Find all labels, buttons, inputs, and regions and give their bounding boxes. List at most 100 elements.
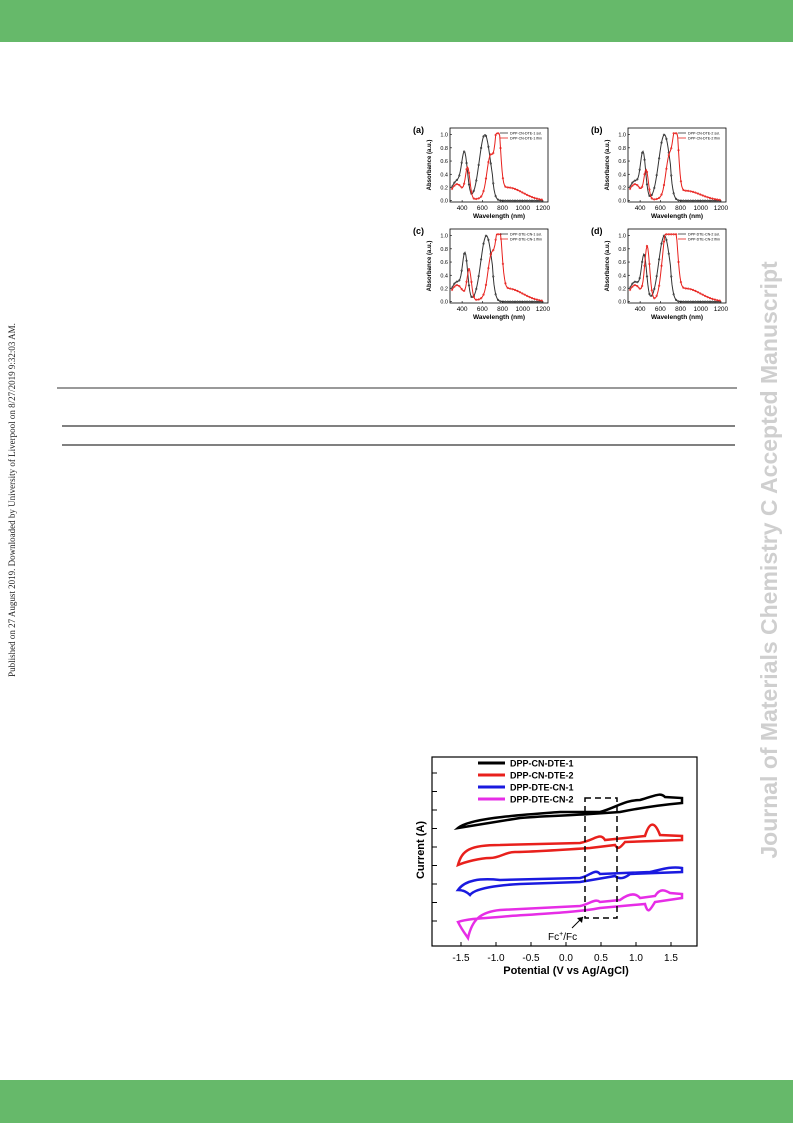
curve-marker bbox=[674, 233, 678, 236]
spectrum-curve bbox=[451, 132, 543, 201]
curve-marker bbox=[526, 193, 529, 197]
curve-marker bbox=[470, 295, 473, 298]
curve-marker bbox=[628, 185, 632, 188]
curve-marker bbox=[518, 190, 522, 193]
curve-marker bbox=[458, 279, 461, 282]
curve-marker bbox=[689, 288, 692, 291]
curve-marker bbox=[708, 196, 712, 200]
y-tick-label: 0.2 bbox=[440, 185, 448, 191]
curve-marker bbox=[665, 233, 668, 236]
curve-marker bbox=[501, 262, 505, 265]
curve-marker bbox=[492, 249, 495, 252]
curve-marker bbox=[501, 300, 505, 303]
curve-marker bbox=[694, 191, 697, 194]
plot-frame bbox=[627, 127, 727, 203]
curve-marker bbox=[691, 199, 695, 202]
curve-marker bbox=[482, 189, 485, 193]
cv-curve bbox=[455, 866, 684, 897]
curve-marker bbox=[496, 298, 500, 302]
curve-marker bbox=[450, 187, 454, 191]
plot-frame bbox=[627, 228, 727, 304]
curve-marker bbox=[538, 199, 541, 202]
curve-marker bbox=[484, 283, 488, 286]
curve-marker bbox=[455, 280, 459, 283]
curve-marker bbox=[523, 300, 526, 303]
curve-marker bbox=[674, 132, 678, 135]
curve-marker bbox=[701, 293, 704, 296]
curve-marker bbox=[628, 288, 632, 292]
curve-marker bbox=[677, 260, 680, 264]
curve-marker bbox=[504, 282, 507, 285]
curve-marker bbox=[687, 300, 690, 303]
curve-marker bbox=[450, 185, 454, 188]
curve-marker bbox=[462, 289, 466, 293]
curve-marker bbox=[516, 289, 519, 293]
curve-marker bbox=[631, 285, 634, 288]
x-tick-label: 800 bbox=[497, 205, 508, 212]
curve-marker bbox=[672, 233, 675, 236]
curve-marker bbox=[475, 287, 478, 291]
curve-marker bbox=[526, 294, 529, 298]
curve-marker bbox=[699, 199, 702, 202]
x-tick-label: 600 bbox=[655, 306, 666, 313]
x-axis-label: Wavelength (nm) bbox=[651, 314, 703, 321]
curve-marker bbox=[704, 300, 707, 303]
x-tick-label: 1000 bbox=[694, 306, 709, 313]
curve-marker bbox=[460, 161, 463, 164]
curve-marker bbox=[687, 287, 690, 290]
curve-marker bbox=[701, 199, 704, 202]
curve-marker bbox=[638, 277, 641, 280]
y-tick-label: 0.0 bbox=[618, 199, 626, 205]
curve-marker bbox=[655, 174, 658, 177]
curve-marker bbox=[528, 194, 531, 198]
x-tick-label: 600 bbox=[477, 306, 488, 313]
curve-marker bbox=[521, 300, 524, 303]
y-tick-label: 0.8 bbox=[440, 146, 448, 152]
curve-marker bbox=[672, 192, 675, 195]
curve-marker bbox=[682, 300, 685, 303]
curve-marker bbox=[465, 168, 468, 171]
curve-marker bbox=[479, 258, 483, 261]
curve-marker bbox=[475, 179, 478, 182]
curve-marker bbox=[640, 151, 644, 154]
curve-marker bbox=[499, 199, 502, 202]
highlight-box bbox=[584, 797, 618, 919]
curve-marker bbox=[653, 198, 656, 201]
x-tick-label: 800 bbox=[497, 306, 508, 313]
curve-marker bbox=[633, 283, 637, 287]
curve-marker bbox=[636, 184, 639, 187]
curve-marker bbox=[657, 258, 661, 261]
arrowhead bbox=[577, 917, 583, 923]
curve-marker bbox=[458, 174, 461, 177]
curve-marker bbox=[511, 187, 514, 190]
curve-marker bbox=[670, 174, 673, 177]
curve-marker bbox=[538, 300, 541, 303]
curve-marker bbox=[670, 233, 673, 236]
curve-marker bbox=[496, 233, 500, 236]
plot-frame bbox=[449, 127, 549, 203]
legend-label: DPP-CN-DTE-2 bbox=[510, 771, 574, 781]
curve-marker bbox=[645, 170, 649, 174]
curve-marker bbox=[672, 132, 675, 135]
curve-marker bbox=[716, 300, 719, 303]
curve-marker bbox=[677, 300, 680, 303]
curve-marker bbox=[501, 199, 505, 202]
curve-marker bbox=[665, 167, 668, 170]
legend-label: DPP-DTE-CN-1 bbox=[510, 783, 574, 793]
curve-marker bbox=[653, 297, 656, 300]
curve-marker bbox=[516, 300, 519, 303]
curve-marker bbox=[699, 300, 702, 303]
x-tick-label: 0.0 bbox=[559, 953, 573, 964]
curve-marker bbox=[453, 285, 456, 288]
y-tick-label: 0.0 bbox=[440, 199, 448, 205]
panel-label: (b) bbox=[591, 125, 603, 135]
y-axis-label: Current (A) bbox=[415, 821, 427, 879]
curve-marker bbox=[465, 280, 468, 283]
curve-marker bbox=[684, 287, 687, 290]
curve-marker bbox=[513, 199, 517, 202]
curve-marker bbox=[450, 288, 454, 292]
curve-marker bbox=[667, 252, 670, 255]
curve-marker bbox=[482, 293, 485, 296]
curve-marker bbox=[504, 185, 507, 188]
curve-marker bbox=[523, 293, 526, 296]
